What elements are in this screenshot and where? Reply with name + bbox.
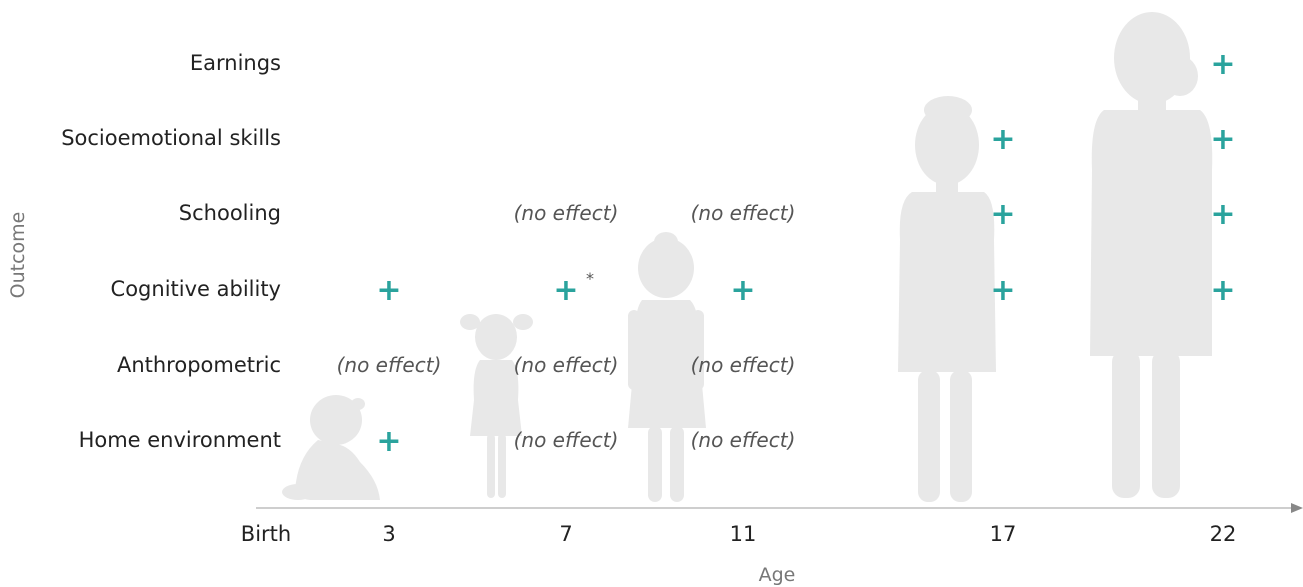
axis-arrow-icon — [1291, 503, 1303, 513]
tick-labels: Birth 3 7 11 17 22 — [241, 522, 1237, 546]
row-label: Earnings — [190, 51, 281, 75]
tick-label: 7 — [559, 522, 572, 546]
no-effect-label: (no effect) — [691, 201, 796, 225]
x-axis-title: Age — [759, 564, 796, 586]
silhouettes — [282, 12, 1213, 502]
row-labels: Earnings Socioemotional skills Schooling Co… — [61, 51, 281, 452]
child-silhouette — [628, 232, 706, 502]
positive-effect-mark: + — [990, 273, 1015, 308]
positive-effect-mark: + — [376, 424, 401, 459]
positive-effect-mark: + — [1210, 122, 1235, 157]
tick-label: 22 — [1210, 522, 1237, 546]
y-axis-title: Outcome — [7, 212, 29, 299]
no-effect-label: (no effect) — [691, 353, 796, 377]
baby-silhouette — [282, 395, 380, 500]
effect-cells: + + + (no effect) (no effect) + + + + * + + + (no eff… — [337, 47, 1236, 459]
no-effect-label: (no effect) — [514, 201, 619, 225]
positive-effect-mark: + — [990, 122, 1015, 157]
no-effect-label: (no effect) — [514, 353, 619, 377]
tick-label: Birth — [241, 522, 291, 546]
teen-silhouette — [898, 96, 996, 502]
row-label: Schooling — [179, 201, 281, 225]
positive-effect-mark: + — [730, 273, 755, 308]
row-label: Home environment — [79, 428, 281, 452]
no-effect-label: (no effect) — [691, 428, 796, 452]
row-label: Anthropometric — [117, 353, 281, 377]
positive-effect-mark: + — [1210, 273, 1235, 308]
positive-effect-mark: + — [1210, 197, 1235, 232]
positive-effect-mark: + — [1210, 47, 1235, 82]
no-effect-label: (no effect) — [514, 428, 619, 452]
positive-effect-mark: + — [553, 273, 578, 308]
tick-label: 3 — [382, 522, 395, 546]
row-label: Cognitive ability — [111, 277, 281, 301]
footnote-asterisk: * — [586, 269, 594, 288]
positive-effect-mark: + — [990, 197, 1015, 232]
tick-label: 17 — [990, 522, 1017, 546]
no-effect-label: (no effect) — [337, 353, 442, 377]
row-label: Socioemotional skills — [61, 126, 281, 150]
positive-effect-mark: + — [376, 273, 401, 308]
tick-label: 11 — [730, 522, 757, 546]
x-axis — [256, 503, 1303, 513]
small-girl-silhouette — [460, 314, 533, 498]
woman-silhouette — [1090, 12, 1213, 498]
